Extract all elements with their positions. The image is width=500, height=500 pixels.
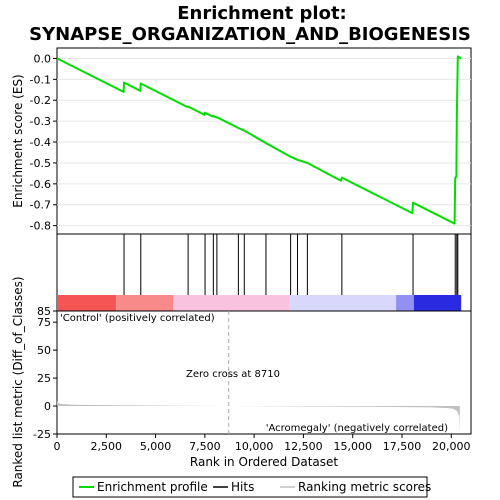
metric-x-tick-label: 12,500 bbox=[284, 440, 323, 453]
metric-x-tick-label: 15,000 bbox=[333, 440, 372, 453]
metric-y-tick-label: 85 bbox=[37, 305, 51, 318]
es-panel: 0.0 -0.1 -0.2 -0.3 -0.4 -0.5 -0.6 -0.7 -0.8 Enri… bbox=[11, 47, 472, 235]
hits-panel bbox=[56, 233, 472, 312]
legend-label-ranking-metric: Ranking metric scores bbox=[298, 480, 431, 494]
negative-correlation-label: 'Acromegaly' (negatively correlated) bbox=[266, 423, 448, 434]
metric-x-tick-label: 17,500 bbox=[383, 440, 422, 453]
legend-label-hits: Hits bbox=[231, 480, 254, 494]
es-y-tick-label: -0.5 bbox=[30, 157, 51, 170]
metric-y-axis-label: Ranked list metric (Diff_of_Classes) bbox=[11, 276, 25, 487]
chart-title-line1: Enrichment plot: bbox=[177, 3, 347, 24]
gradient-segment bbox=[57, 295, 117, 311]
gradient-segment bbox=[413, 295, 462, 311]
es-y-axis-label: Enrichment score (ES) bbox=[11, 74, 25, 207]
legend-frame bbox=[72, 476, 428, 498]
es-y-tick-label: -0.6 bbox=[30, 178, 51, 191]
metric-x-tick-label: 10,000 bbox=[235, 440, 274, 453]
metric-x-tick-label: 0 bbox=[54, 440, 61, 453]
es-y-tick-label: -0.2 bbox=[30, 94, 51, 107]
gradient-segment bbox=[116, 295, 174, 311]
ranking-gradient-bar bbox=[57, 295, 462, 311]
es-y-tick-label: -0.8 bbox=[30, 220, 51, 233]
es-y-tick-label: -0.4 bbox=[30, 136, 51, 149]
gradient-segment bbox=[396, 295, 414, 311]
metric-y-tick-label: -25 bbox=[33, 428, 51, 441]
es-grid bbox=[57, 57, 471, 227]
metric-y-tick-label: 75 bbox=[37, 316, 51, 329]
metric-x-axis-label: Rank in Ordered Dataset bbox=[190, 455, 338, 469]
es-y-tick-label: -0.3 bbox=[30, 115, 51, 128]
metric-y-tick-label: 0 bbox=[44, 400, 51, 413]
zero-cross-label: Zero cross at 8710 bbox=[186, 369, 280, 380]
legend-label-enrichment-profile: Enrichment profile bbox=[97, 480, 208, 494]
legend: Enrichment profile Hits Ranking metric s… bbox=[72, 476, 431, 498]
metric-x-tick-label: 2,500 bbox=[91, 440, 123, 453]
chart-title-line2: SYNAPSE_ORGANIZATION_AND_BIOGENESIS bbox=[29, 24, 471, 45]
gradient-segment bbox=[289, 295, 397, 311]
gradient-segment bbox=[173, 295, 290, 311]
metric-y-tick-label: 50 bbox=[37, 344, 51, 357]
es-y-tick-label: -0.1 bbox=[30, 73, 51, 86]
metric-x-tick-label: 5,000 bbox=[140, 440, 172, 453]
positive-correlation-label: 'Control' (positively correlated) bbox=[60, 313, 215, 324]
es-y-tick-label: -0.7 bbox=[30, 199, 51, 212]
enrichment-profile-line bbox=[56, 55, 462, 225]
metric-x-axis: 0 2,500 5,000 7,500 10,000 12,500 15,000 17,500… bbox=[54, 434, 471, 453]
hit-marks bbox=[123, 234, 459, 295]
es-y-axis: 0.0 -0.1 -0.2 -0.3 -0.4 -0.5 -0.6 -0.7 -0.8 bbox=[30, 52, 57, 233]
metric-x-tick-label: 20,000 bbox=[432, 440, 471, 453]
es-y-tick-label: 0.0 bbox=[34, 52, 52, 65]
metric-x-tick-label: 7,500 bbox=[189, 440, 221, 453]
metric-y-tick-label: 25 bbox=[37, 372, 51, 385]
metric-panel-frame bbox=[56, 310, 472, 435]
